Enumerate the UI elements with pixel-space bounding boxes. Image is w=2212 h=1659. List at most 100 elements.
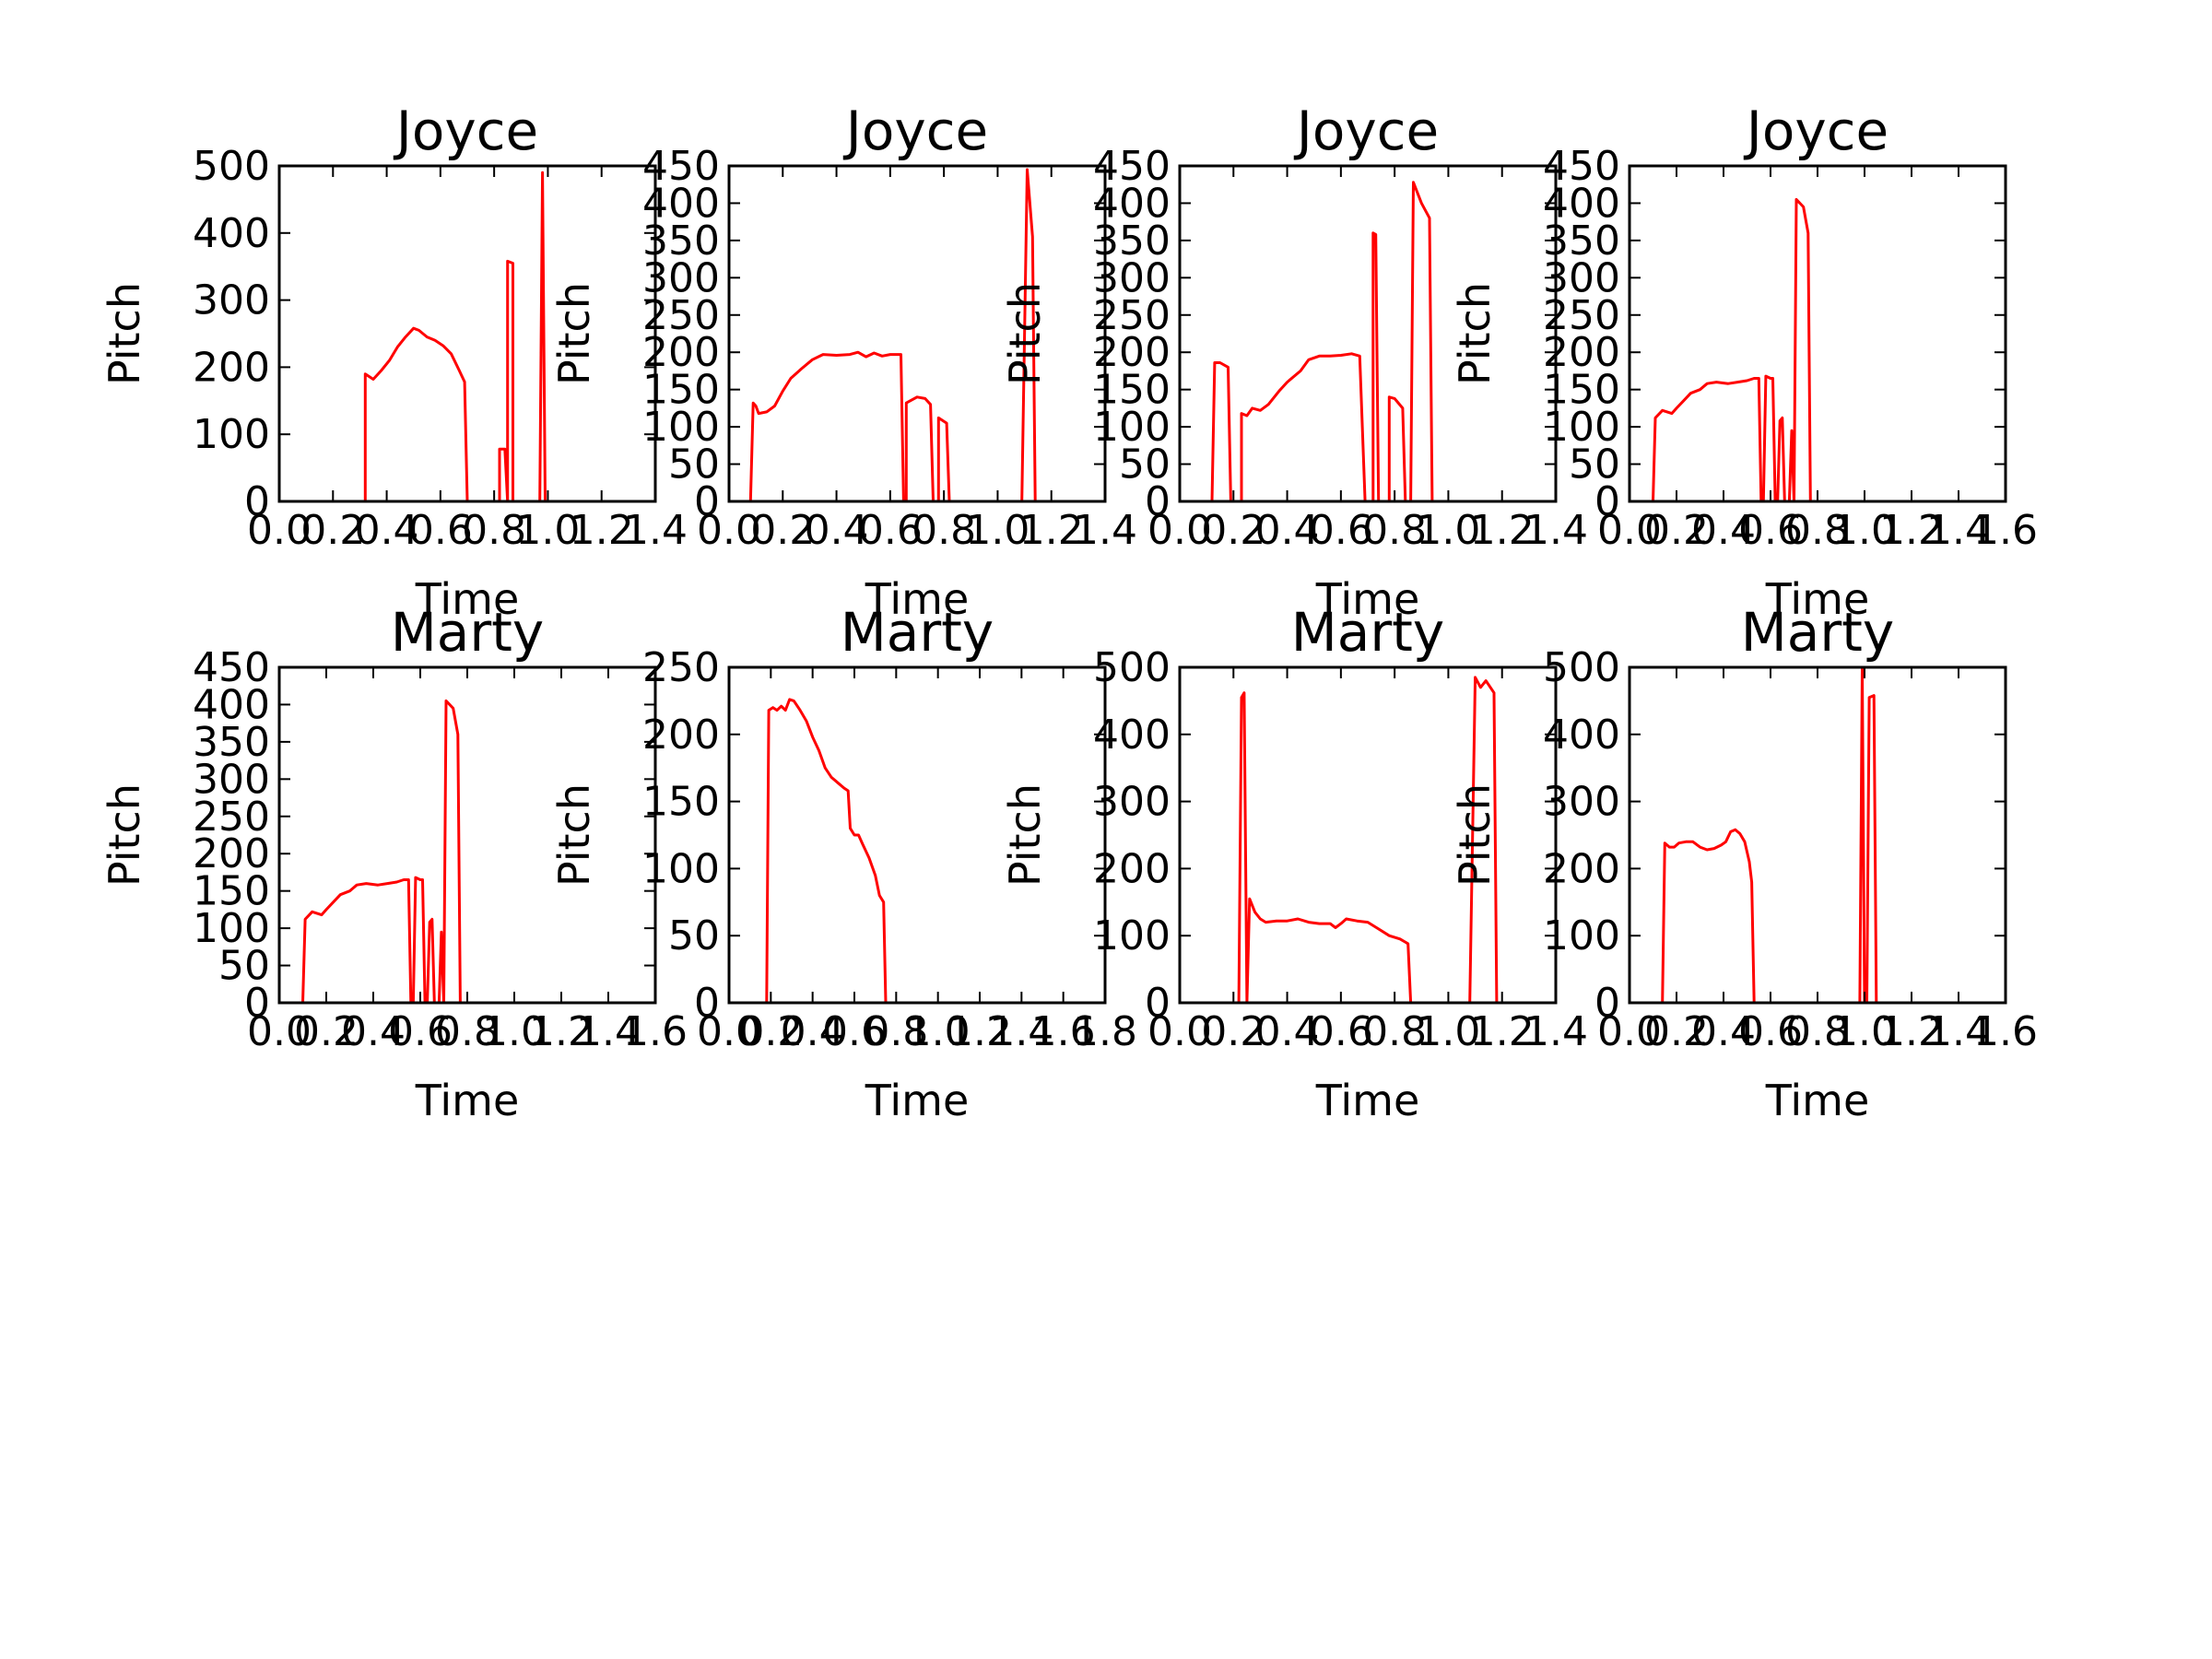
x-tick-label: 0.8 bbox=[462, 507, 526, 554]
x-tick-label: 0.4 bbox=[1255, 507, 1320, 554]
y-tick-label: 100 bbox=[1093, 404, 1171, 451]
subplot-title: Joyce bbox=[1294, 100, 1440, 162]
y-tick-label: 50 bbox=[668, 912, 720, 959]
y-tick-label: 200 bbox=[1093, 329, 1171, 376]
y-tick-label: 400 bbox=[1543, 712, 1620, 759]
y-tick-label: 300 bbox=[1543, 254, 1620, 301]
y-tick-label: 400 bbox=[193, 210, 270, 257]
x-tick-label: 1.6 bbox=[1973, 1008, 2038, 1055]
y-tick-label: 150 bbox=[642, 367, 720, 414]
x-tick-label: 1.4 bbox=[623, 507, 688, 554]
y-axis-label: Pitch bbox=[549, 282, 599, 385]
pitch-series-line bbox=[1652, 197, 1812, 501]
y-tick-label: 0 bbox=[694, 478, 720, 525]
pitch-series-line bbox=[765, 698, 888, 1003]
x-tick-label: 0.0 bbox=[247, 1008, 312, 1055]
subplot-5: 0.00.20.40.60.81.01.21.41.6 0501001502002… bbox=[100, 601, 688, 1125]
x-tick-label: 1.4 bbox=[1926, 507, 1991, 554]
y-tick-label: 250 bbox=[193, 794, 270, 841]
x-tick-label: 1.6 bbox=[1031, 1008, 1096, 1055]
x-tick-label: 0.6 bbox=[858, 507, 923, 554]
y-tick-label: 200 bbox=[1543, 845, 1620, 892]
x-tick-label: 0.6 bbox=[388, 1008, 453, 1055]
y-tick-label: 400 bbox=[193, 681, 270, 728]
y-tick-label: 100 bbox=[642, 404, 720, 451]
x-tick-label: 1.0 bbox=[965, 507, 1030, 554]
x-tick-label: 1.0 bbox=[515, 507, 580, 554]
axes-frame bbox=[1178, 665, 1558, 1005]
x-axis-label: Time bbox=[415, 1076, 520, 1125]
y-tick-label: 0 bbox=[244, 980, 270, 1027]
x-tick-label: 0.4 bbox=[1255, 1008, 1320, 1055]
subplot-2: 0.00.20.40.60.81.01.21.40501001502002503… bbox=[549, 100, 1137, 624]
x-tick-label: 0.2 bbox=[1201, 507, 1265, 554]
y-axis-label: Pitch bbox=[1000, 783, 1050, 887]
y-tick-label: 0 bbox=[244, 478, 270, 525]
y-tick-label: 350 bbox=[642, 218, 720, 265]
y-tick-label: 400 bbox=[1093, 180, 1171, 227]
y-tick-label: 400 bbox=[1543, 180, 1620, 227]
subplot-title: Marty bbox=[1741, 601, 1895, 664]
subplot-title: Marty bbox=[841, 601, 994, 664]
y-tick-label: 300 bbox=[1543, 779, 1620, 826]
subplot-title: Joyce bbox=[843, 100, 989, 162]
x-tick-label: 1.0 bbox=[906, 1008, 971, 1055]
y-tick-label: 250 bbox=[1093, 292, 1171, 339]
x-tick-label: 0.6 bbox=[1309, 507, 1373, 554]
y-tick-label: 50 bbox=[218, 943, 270, 990]
x-tick-label: 1.0 bbox=[482, 1008, 547, 1055]
x-tick-label: 0.6 bbox=[408, 507, 473, 554]
y-tick-label: 300 bbox=[193, 756, 270, 803]
y-tick-label: 450 bbox=[1543, 143, 1620, 190]
x-tick-label: 0.4 bbox=[781, 1008, 845, 1055]
y-tick-label: 500 bbox=[193, 143, 270, 190]
x-tick-label: 1.6 bbox=[1973, 507, 2038, 554]
pitch-series-line bbox=[748, 168, 1037, 501]
x-tick-label: 1.4 bbox=[989, 1008, 1053, 1055]
x-tick-label: 0.8 bbox=[912, 507, 976, 554]
x-axis-label: Time bbox=[1315, 1076, 1420, 1125]
y-axis-label: Pitch bbox=[1450, 282, 1500, 385]
y-tick-label: 250 bbox=[1543, 292, 1620, 339]
y-tick-label: 250 bbox=[642, 644, 720, 691]
subplot-7: 0.00.20.40.60.81.01.21.4 0 100 200 300 400 500… bbox=[1000, 601, 1588, 1125]
x-tick-label: 0.8 bbox=[864, 1008, 928, 1055]
y-tick-label: 200 bbox=[193, 830, 270, 877]
x-tick-label: 0.0 bbox=[247, 507, 312, 554]
y-axis-label: Pitch bbox=[100, 282, 149, 385]
axes-frame bbox=[727, 665, 1107, 1005]
x-tick-label: 0.6 bbox=[1309, 1008, 1373, 1055]
x-tick-label: 0.4 bbox=[1691, 1008, 1756, 1055]
axes-frame bbox=[727, 164, 1107, 503]
x-tick-label: 0.2 bbox=[294, 1008, 359, 1055]
y-axis-label: Pitch bbox=[1000, 282, 1050, 385]
x-tick-label: 0.2 bbox=[1644, 507, 1709, 554]
x-tick-label: 1.0 bbox=[1832, 507, 1897, 554]
y-tick-label: 0 bbox=[1145, 478, 1171, 525]
y-tick-label: 500 bbox=[1093, 644, 1171, 691]
y-tick-label: 100 bbox=[1543, 912, 1620, 959]
x-tick-label: 1.2 bbox=[947, 1008, 1012, 1055]
x-axis-label: Time bbox=[865, 1076, 970, 1125]
x-tick-label: 0.8 bbox=[1362, 507, 1427, 554]
y-tick-label: 50 bbox=[1569, 441, 1620, 488]
y-tick-label: 100 bbox=[1093, 912, 1171, 959]
y-tick-label: 300 bbox=[642, 254, 720, 301]
x-axis-label: Time bbox=[1765, 1076, 1870, 1125]
y-tick-label: 0 bbox=[1594, 478, 1620, 525]
y-tick-label: 50 bbox=[668, 441, 720, 488]
x-tick-label: 1.8 bbox=[1073, 1008, 1137, 1055]
y-tick-label: 350 bbox=[1093, 218, 1171, 265]
x-tick-label: 0.4 bbox=[341, 1008, 406, 1055]
x-tick-label: 0.2 bbox=[1644, 1008, 1709, 1055]
y-tick-label: 100 bbox=[1543, 404, 1620, 451]
y-tick-label: 200 bbox=[1093, 845, 1171, 892]
y-tick-label: 200 bbox=[642, 329, 720, 376]
pitch-series-line bbox=[1661, 667, 1878, 1003]
x-tick-label: 1.4 bbox=[1073, 507, 1137, 554]
x-tick-label: 0.4 bbox=[355, 507, 419, 554]
x-tick-label: 0.8 bbox=[1362, 1008, 1427, 1055]
x-tick-label: 1.4 bbox=[576, 1008, 641, 1055]
y-tick-label: 350 bbox=[193, 719, 270, 766]
